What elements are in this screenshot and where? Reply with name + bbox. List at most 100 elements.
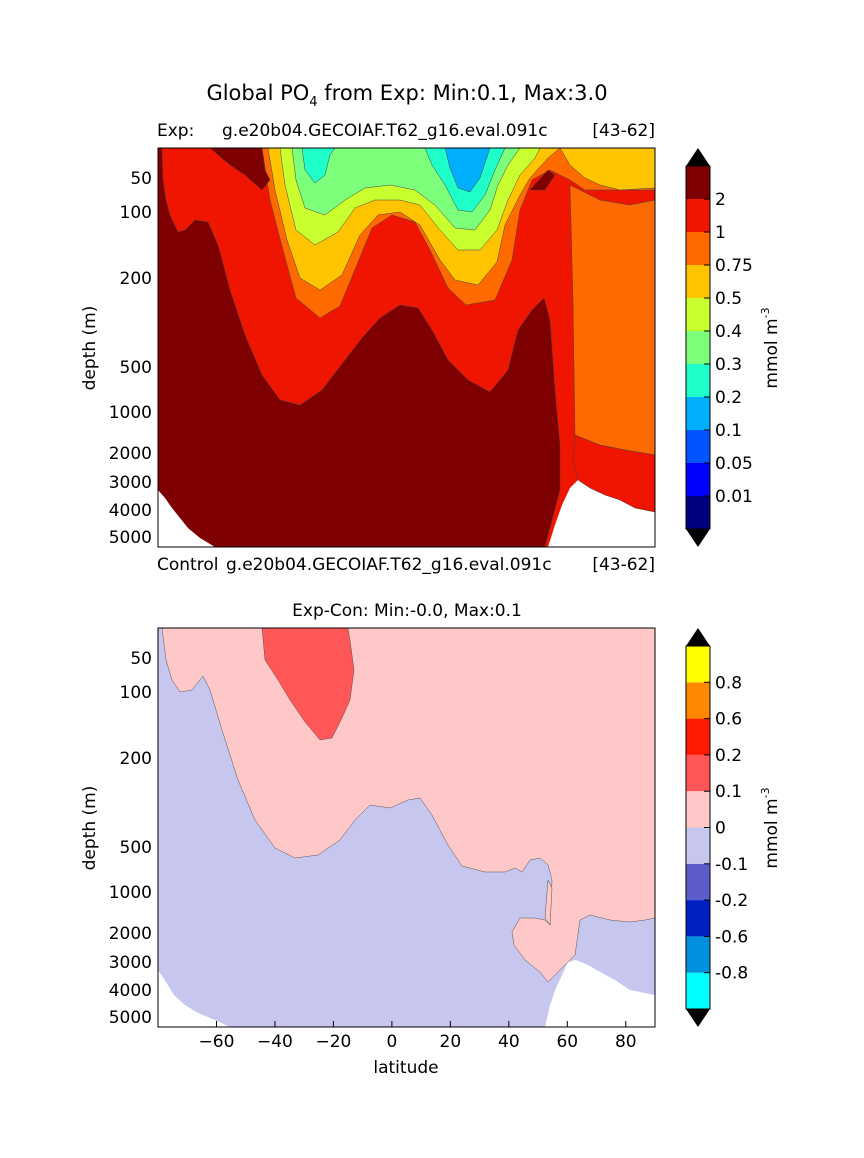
top-y-axis: 50 100 200 500 1000 2000 3000 4000 5000: [109, 169, 152, 548]
top-footer-left: Control: [157, 555, 218, 575]
figure-title: Global PO4 from Exp: Min:0.1, Max:3.0: [206, 81, 607, 110]
bottom-land-right: [545, 960, 655, 1027]
top-ytick: 200: [120, 269, 152, 289]
top-colorbar: 0.01 0.05 0.1 0.2 0.3 0.4 0.5 0.75 1 2: [685, 148, 753, 547]
cbar-segment: [686, 900, 710, 937]
top-land-left: [158, 490, 215, 547]
bottom-ytick: 3000: [109, 953, 152, 973]
bottom-colorbar: -0.8 -0.6 -0.2 -0.1 0 0.1 0.2 0.6 0.8: [685, 628, 748, 1027]
top-ytick: 4000: [109, 501, 152, 521]
top-level-blue: [444, 148, 491, 193]
bottom-panel: Exp-Con: Min:-0.0, Max:0.1 50 100 200 50…: [80, 601, 782, 1078]
bottom-ytick: 100: [120, 683, 152, 703]
top-header-left: Exp:: [157, 121, 194, 141]
cbar-extend-max: [686, 148, 710, 166]
bottom-ytick: 4000: [109, 981, 152, 1001]
top-ylabel: depth (m): [80, 306, 100, 391]
cbar-segment: [686, 364, 710, 397]
cbar-tick-label: 0.3: [715, 355, 742, 375]
bottom-x-axis: −60 −40 −20 0 20 40 60 80: [199, 1021, 637, 1052]
cbar-tick-label: 0.1: [715, 421, 742, 441]
cbar-segment: [686, 754, 710, 792]
top-header-mid: g.e20b04.GECOIAF.T62_g16.eval.091c: [222, 121, 548, 141]
top-panel: Exp: g.e20b04.GECOIAF.T62_g16.eval.091c …: [80, 121, 782, 575]
top-level-teal: [301, 148, 336, 184]
cbar-segment: [686, 718, 710, 755]
cbar-extend-max: [686, 628, 710, 646]
xtick-label: −40: [257, 1032, 293, 1052]
cbar-tick-label: 0.2: [715, 746, 742, 766]
cbar-segment: [686, 232, 710, 265]
top-ytick: 50: [130, 169, 152, 189]
cbar-segment: [686, 827, 710, 864]
top-ytick: 2000: [109, 444, 152, 464]
cbar-tick-label: -0.2: [715, 891, 748, 911]
top-ytick: 500: [120, 358, 152, 378]
top-cbar-label: mmol m-3: [759, 307, 782, 388]
cbar-tick-label: 0.8: [715, 673, 742, 693]
cbar-segment: [686, 397, 710, 430]
top-ytick: 100: [120, 203, 152, 223]
top-ytick: 3000: [109, 473, 152, 493]
bottom-ytick: 5000: [109, 1008, 152, 1028]
bottom-xlabel: latitude: [373, 1058, 438, 1078]
cbar-tick-label: 2: [715, 190, 726, 210]
cbar-segment: [686, 791, 710, 828]
cbar-segment: [686, 863, 710, 901]
bottom-cbar-label: mmol m-3: [759, 787, 782, 868]
xtick-label: 0: [386, 1032, 397, 1052]
cbar-tick-label: -0.8: [715, 964, 748, 984]
cbar-tick-label: 0.4: [715, 322, 742, 342]
cbar-tick-label: 0.5: [715, 289, 742, 309]
bottom-level-red: [261, 628, 355, 741]
cbar-tick-label: 0.05: [715, 454, 753, 474]
bottom-ytick: 1000: [109, 883, 152, 903]
bottom-y-axis: 50 100 200 500 1000 2000 3000 4000 5000: [109, 649, 152, 1028]
top-land-right: [548, 480, 655, 547]
cbar-segment: [686, 682, 710, 719]
bottom-land-left: [158, 970, 230, 1027]
xtick-label: −20: [315, 1032, 351, 1052]
top-ytick: 5000: [109, 528, 152, 548]
xtick-label: 60: [556, 1032, 578, 1052]
cbar-segment: [686, 199, 710, 232]
cbar-segment: [686, 265, 710, 298]
bottom-ytick: 200: [120, 749, 152, 769]
cbar-tick-label: 0: [715, 819, 726, 839]
xtick-label: 20: [440, 1032, 462, 1052]
cbar-tick-label: 0.6: [715, 710, 742, 730]
top-level-darkred: [158, 148, 561, 547]
cbar-segment: [686, 936, 710, 973]
bottom-ytick: 2000: [109, 924, 152, 944]
cbar-segment: [686, 298, 710, 331]
top-footer-mid: g.e20b04.GECOIAF.T62_g16.eval.091c: [226, 555, 552, 575]
cbar-tick-label: 0.1: [715, 782, 742, 802]
top-ytick: 1000: [109, 403, 152, 423]
bottom-contour-field: [158, 628, 655, 1027]
cbar-extend-min: [686, 529, 710, 547]
bottom-level-lavender: [158, 628, 655, 1027]
xtick-label: 40: [498, 1032, 520, 1052]
xtick-label: 80: [615, 1032, 637, 1052]
top-header-right: [43-62]: [592, 121, 655, 141]
cbar-tick-label: 0.75: [715, 256, 753, 276]
cbar-tick-label: -0.1: [715, 855, 748, 875]
cbar-tick-label: 0.2: [715, 388, 742, 408]
cbar-tick-label: -0.6: [715, 927, 748, 947]
cbar-segment: [686, 331, 710, 364]
cbar-segment: [686, 166, 710, 199]
top-footer-right: [43-62]: [592, 555, 655, 575]
cbar-segment: [686, 646, 710, 683]
cbar-segment: [686, 430, 710, 463]
bottom-ytick: 500: [120, 838, 152, 858]
cbar-tick-label: 0.01: [715, 487, 753, 507]
bottom-ylabel: depth (m): [80, 786, 100, 871]
cbar-segment: [686, 972, 710, 1009]
top-contour-field: [158, 148, 655, 547]
cbar-segment: [686, 496, 710, 529]
xtick-label: −60: [199, 1032, 235, 1052]
cbar-segment: [686, 463, 710, 496]
cbar-tick-label: 1: [715, 223, 726, 243]
bottom-title: Exp-Con: Min:-0.0, Max:0.1: [292, 601, 522, 621]
